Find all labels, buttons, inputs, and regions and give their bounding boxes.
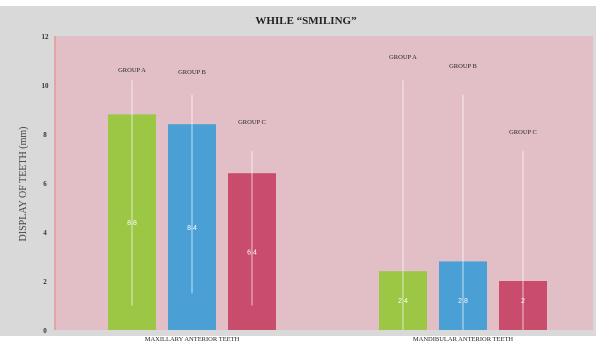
series-name-label: GROUP B — [449, 63, 477, 70]
bar-value-label: 2.4 — [398, 298, 408, 305]
bar-value-label: 6.4 — [247, 250, 257, 257]
series-name-label: GROUP C — [238, 119, 266, 126]
y-tick-label: 0 — [43, 327, 47, 335]
series-name-label: GROUP B — [178, 69, 206, 76]
bar-value-label: 2 — [521, 298, 525, 305]
y-tick-label: 8 — [43, 131, 47, 139]
y-axis-ticks: 0 2 4 6 8 10 12 — [42, 33, 50, 335]
series-name-label: GROUP A — [389, 54, 417, 61]
x-category-label: MAXILLARY ANTERIOR TEETH — [145, 336, 240, 342]
y-tick-label: 10 — [42, 82, 50, 90]
y-tick-label: 4 — [43, 229, 47, 237]
y-tick-label: 6 — [43, 180, 47, 188]
category-labels: MAXILLARY ANTERIOR TEETH MANDIBULAR ANTER… — [145, 336, 514, 343]
y-tick-label: 12 — [42, 33, 50, 41]
bar-value-label: 8.8 — [127, 220, 137, 227]
bar-value-label: 2.8 — [458, 298, 468, 305]
series-name-label: GROUP A — [118, 67, 146, 74]
bar-value-label: 8.4 — [187, 225, 197, 232]
y-tick-label: 2 — [43, 278, 47, 286]
y-axis-label: DISPLAY OF TEETH (mm) — [18, 127, 29, 242]
series-name-label: GROUP C — [509, 129, 537, 136]
bars-group: 8.8 GROUP A 8.4 GROUP B 6.4 GROUP C 2.4 GROUP A… — [108, 54, 547, 331]
x-category-label: MANDIBULAR ANTERIOR TEETH — [413, 336, 514, 342]
chart-title: WHILE “SMILING” — [255, 15, 356, 27]
